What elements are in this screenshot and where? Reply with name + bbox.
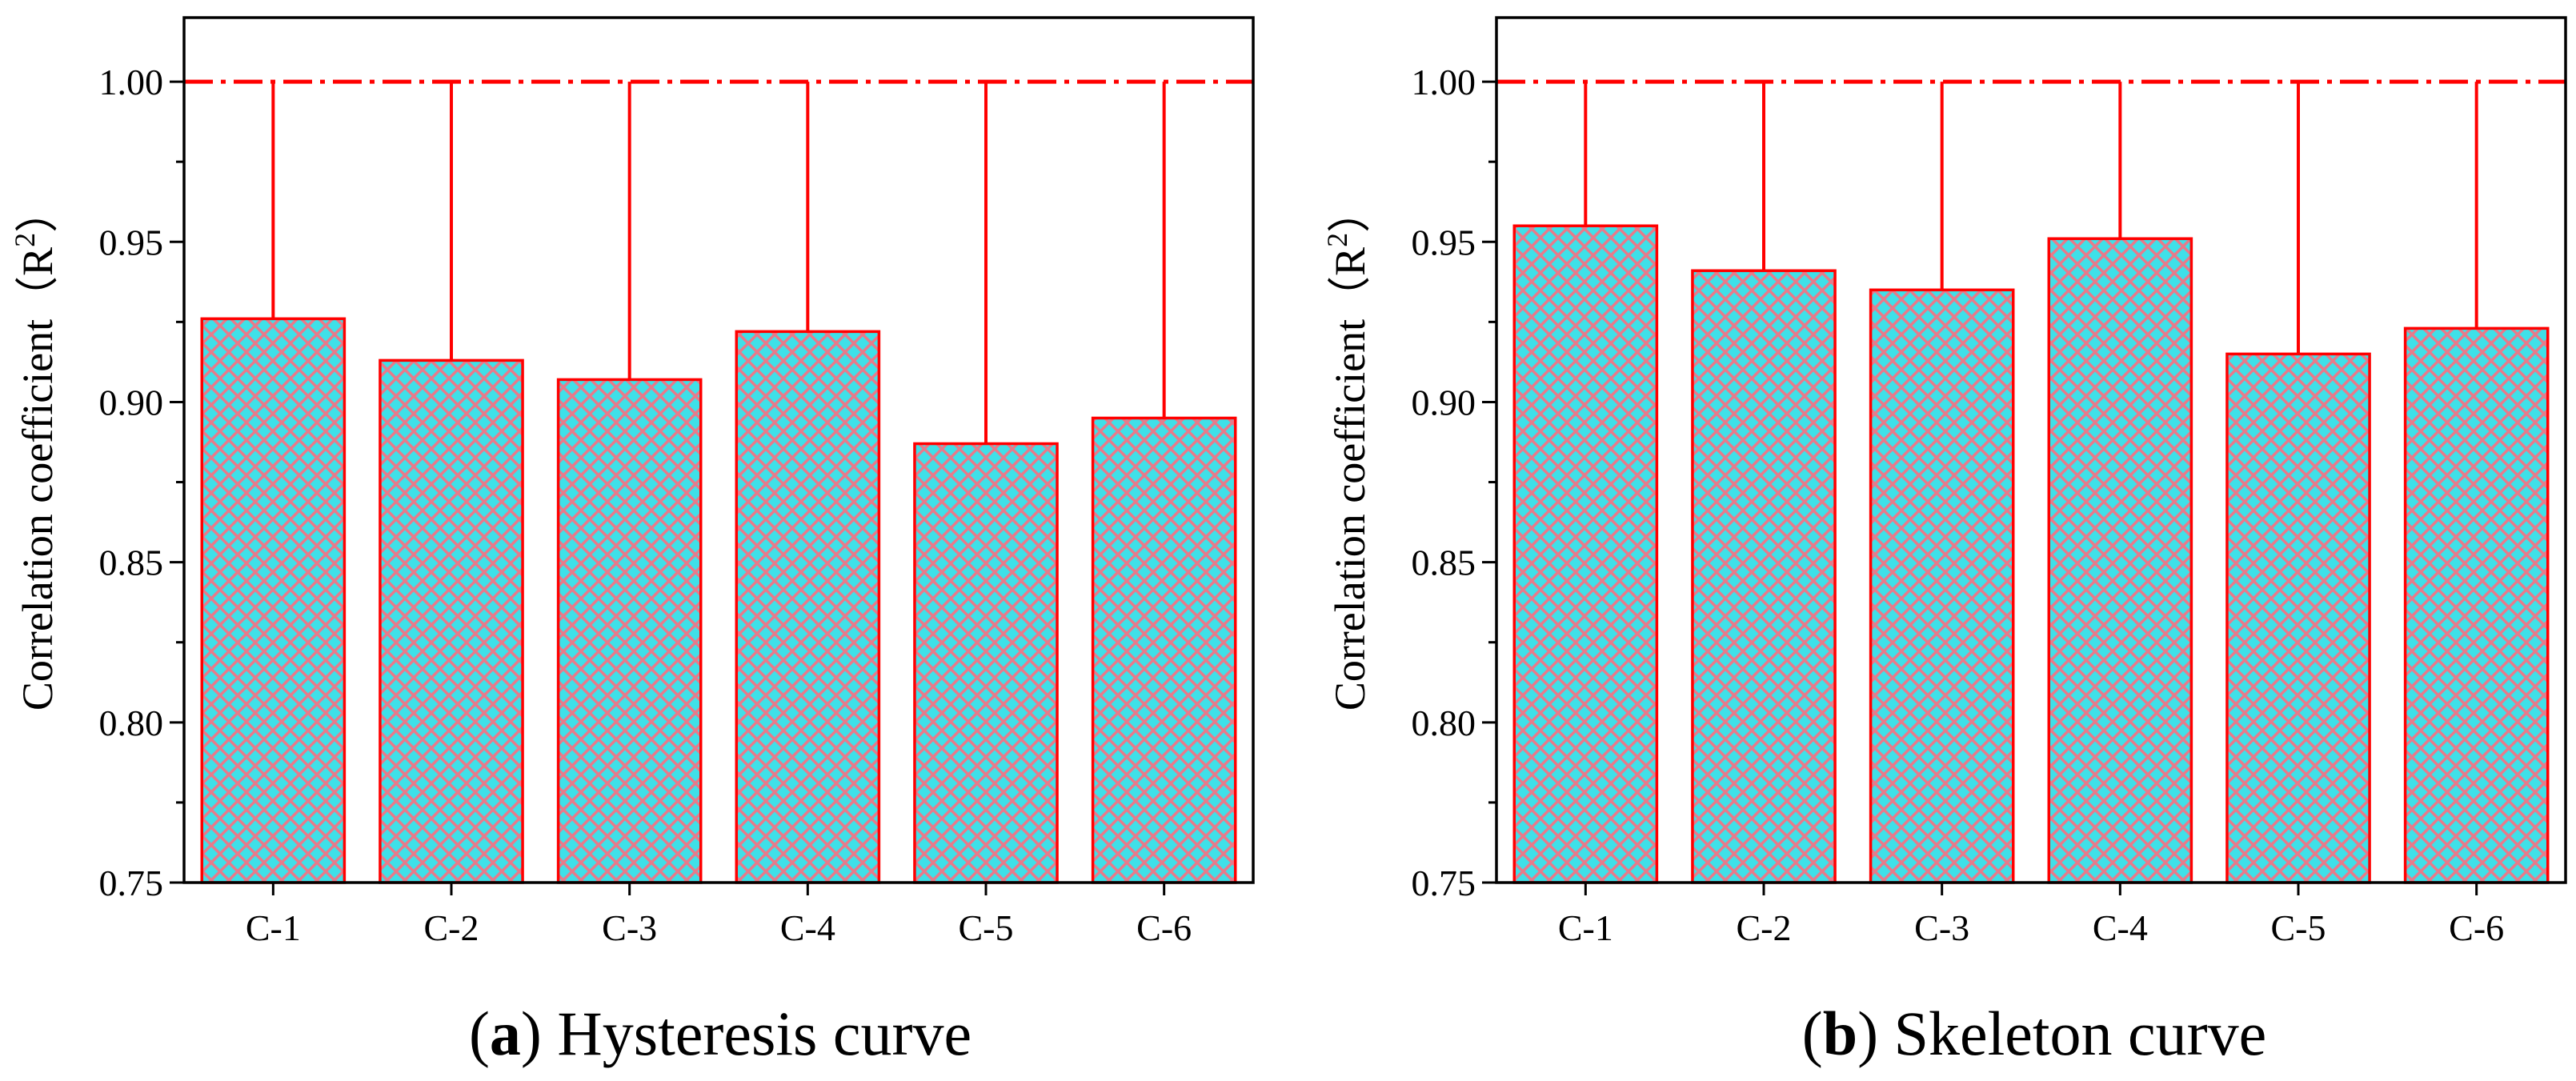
y-tick-label: 0.80 — [99, 703, 164, 743]
bar-c-5 — [2225, 352, 2371, 884]
x-tick-label: C-6 — [2449, 907, 2504, 948]
x-tick-label: C-5 — [959, 907, 1014, 948]
x-tick-label: C-2 — [1737, 907, 1792, 948]
y-tick-label: 0.75 — [99, 863, 164, 903]
bar-c-1 — [1512, 224, 1659, 884]
x-tick-label: C-5 — [2271, 907, 2326, 948]
panel-b-skeleton-chart: 0.75 0.80 0.85 0.90 0.95 1.00 C-1 C-2 C-3 C-4 C-5 C… — [1321, 16, 2567, 1068]
y-tick-label: 0.95 — [1412, 222, 1476, 262]
y-tick-label: 0.90 — [99, 382, 164, 422]
x-tick-label: C-2 — [424, 907, 479, 948]
bar-c-3 — [556, 378, 703, 884]
bar-c-6 — [2403, 326, 2550, 884]
panel-caption: (b) Skeleton curve — [1802, 999, 2267, 1068]
bar-c-4 — [2047, 237, 2193, 884]
bar-c-3 — [1869, 288, 2015, 884]
x-tick-label: C-3 — [602, 907, 657, 948]
y-tick-label: 1.00 — [1412, 62, 1476, 102]
y-tick-label: 0.90 — [1412, 382, 1476, 422]
y-tick-label: 1.00 — [99, 62, 164, 102]
y-axis-title: Correlation coefficient（R2） — [9, 190, 62, 711]
panel-a-hysteresis-chart: 0.75 0.80 0.85 0.90 0.95 1.00 C-1 C-2 C-3 C-4 C-5 C… — [9, 16, 1255, 1068]
y-tick-label: 0.85 — [1412, 543, 1476, 583]
plot-frame — [1495, 16, 2567, 884]
x-tick-label: C-4 — [2093, 907, 2148, 948]
x-tick-label: C-6 — [1136, 907, 1192, 948]
x-tick-label: C-3 — [1914, 907, 1969, 948]
y-axis-title: Correlation coefficient（R2） — [1321, 190, 1374, 711]
y-tick-label: 0.85 — [99, 543, 164, 583]
y-tick-label: 0.75 — [1412, 863, 1476, 903]
bar-c-1 — [200, 317, 347, 884]
x-tick-label: C-4 — [780, 907, 835, 948]
x-tick-label: C-1 — [246, 907, 301, 948]
bar-c-6 — [1091, 416, 1237, 884]
y-tick-label: 0.80 — [1412, 703, 1476, 743]
bar-c-4 — [735, 330, 881, 884]
bar-c-5 — [913, 442, 1059, 884]
panel-caption: (a) Hysteresis curve — [469, 999, 972, 1068]
x-tick-label: C-1 — [1558, 907, 1613, 948]
y-tick-label: 0.95 — [99, 222, 164, 262]
bar-c-2 — [379, 358, 524, 884]
bar-c-2 — [1691, 269, 1837, 884]
plot-frame — [182, 16, 1255, 884]
